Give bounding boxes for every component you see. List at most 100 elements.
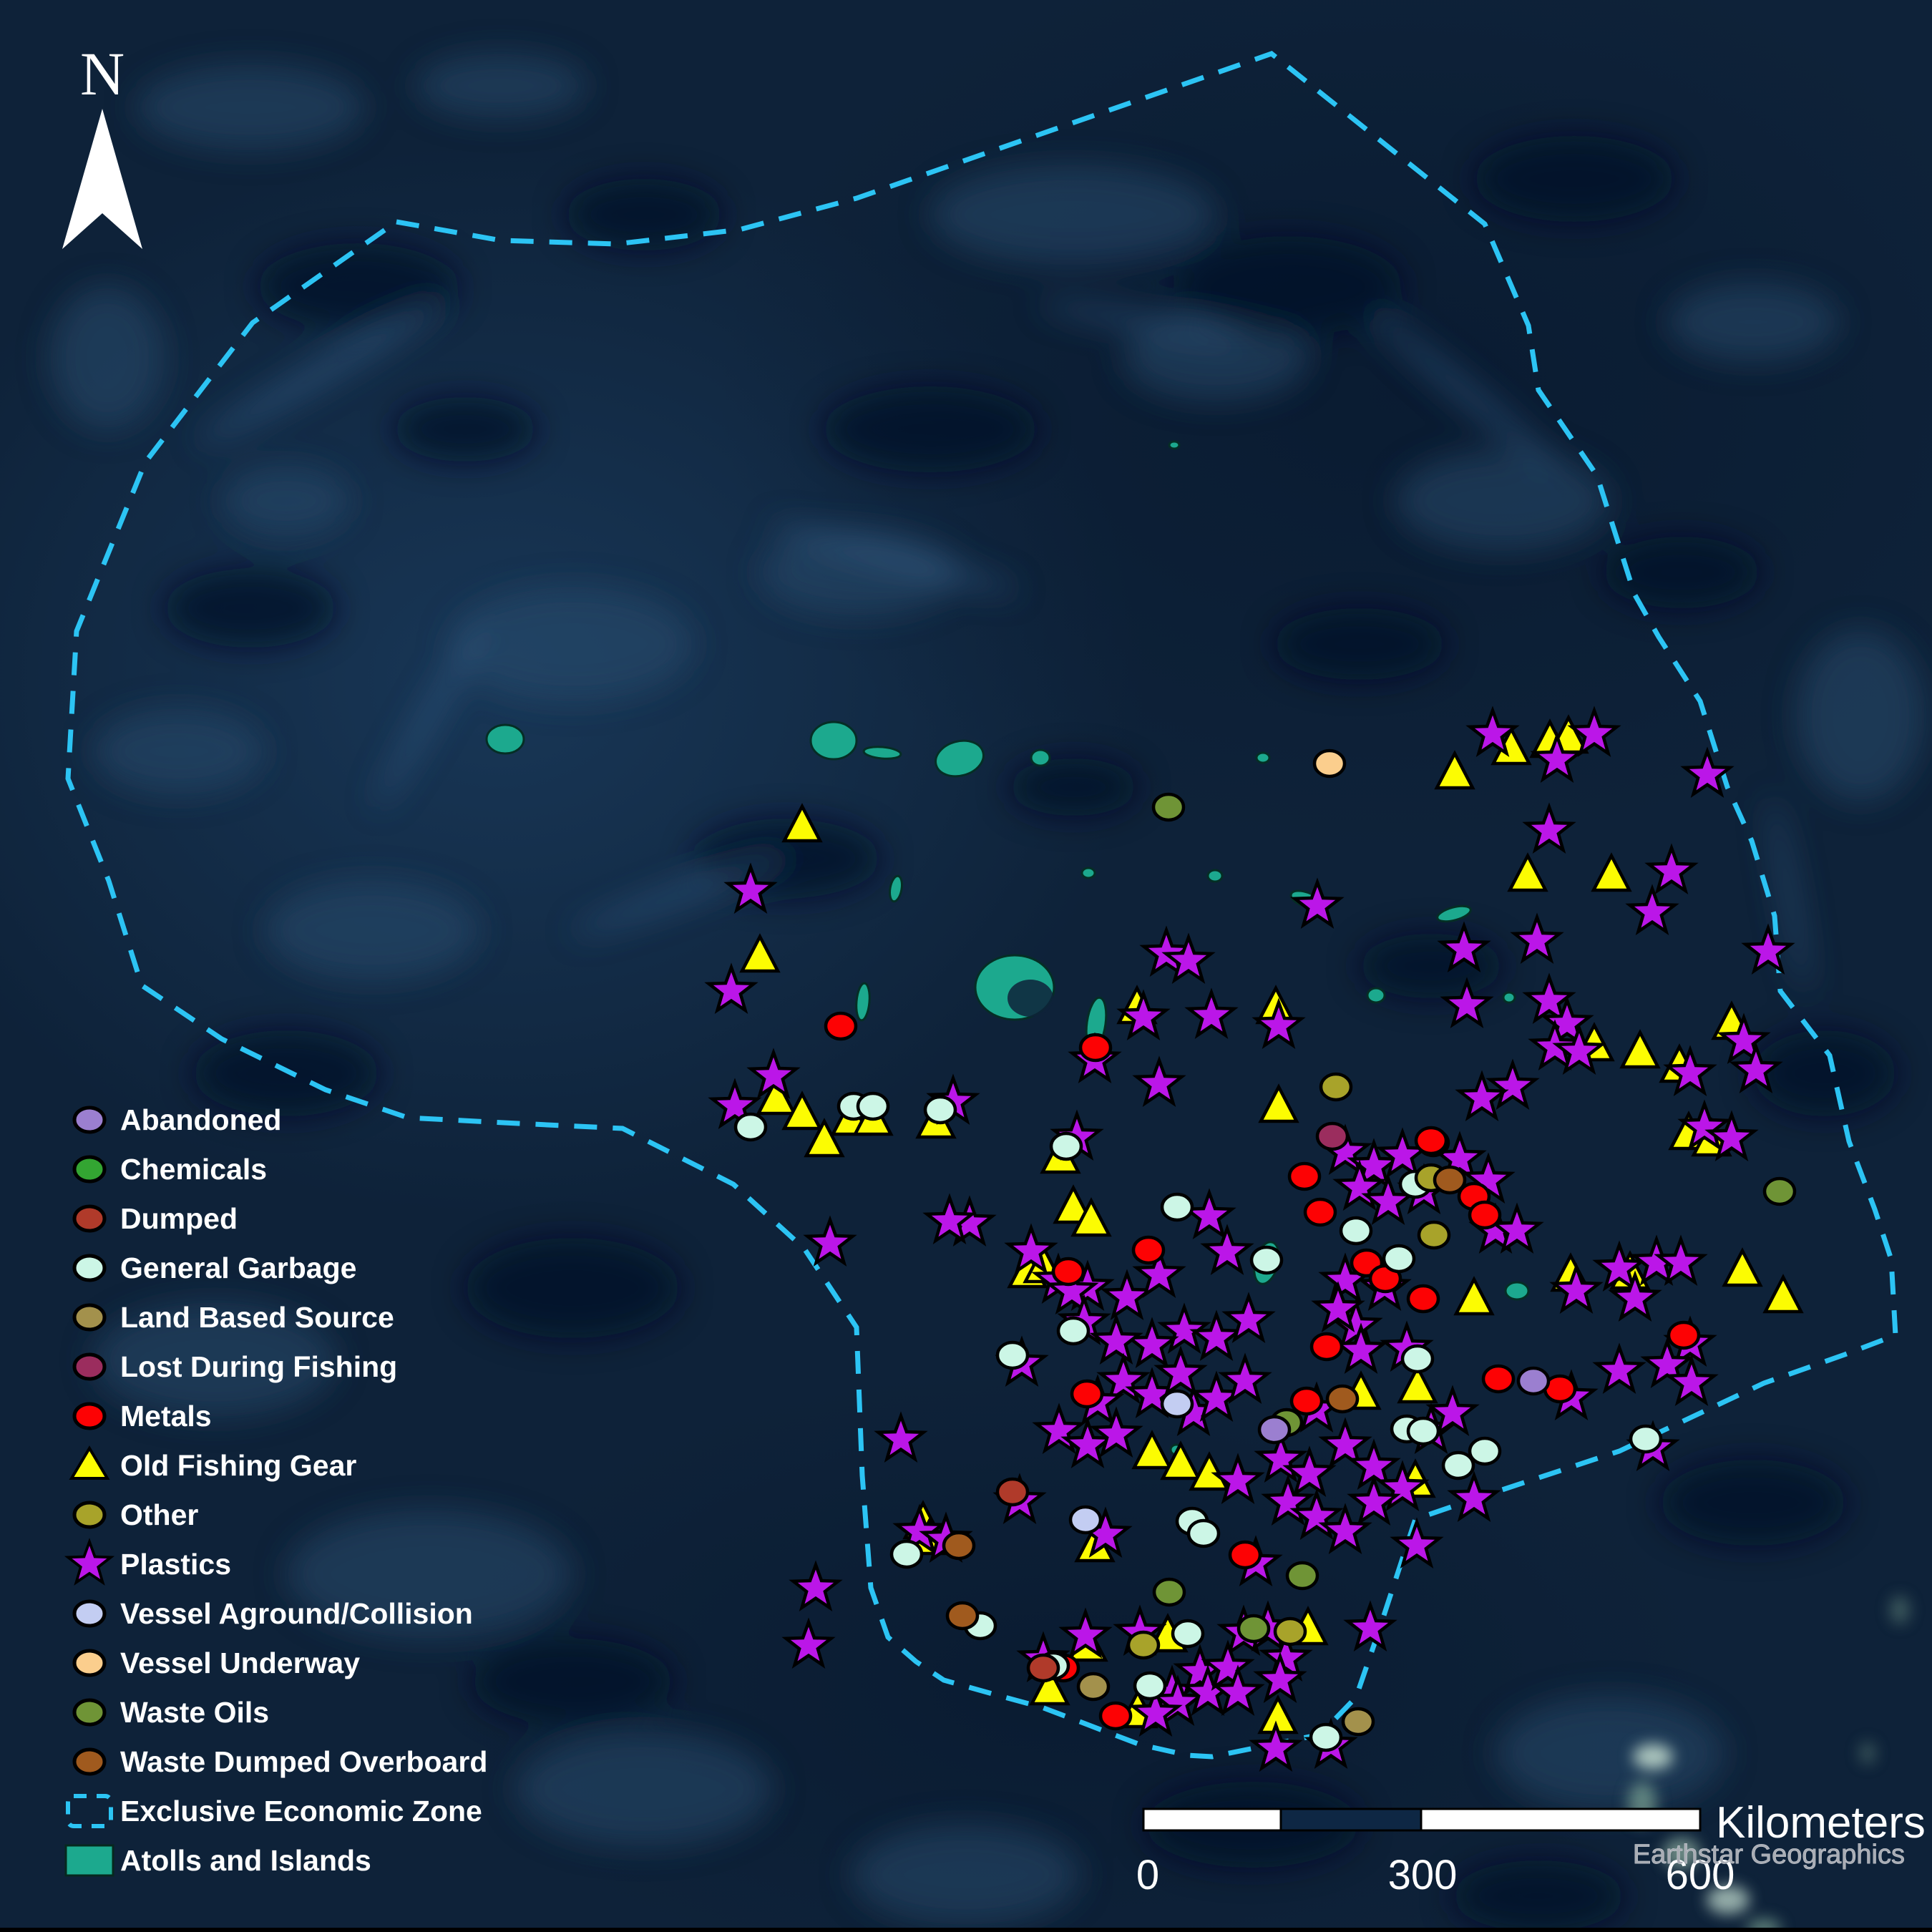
atoll-island bbox=[1206, 869, 1224, 883]
debris-marker-general-garbage[interactable] bbox=[1443, 1453, 1473, 1478]
legend-item-lost-during-fishing: Lost During Fishing bbox=[72, 1350, 397, 1383]
scale-bar: 0 300 600 Kilometers Earthstar Geographi… bbox=[1136, 1798, 1926, 1898]
debris-marker-abandoned[interactable] bbox=[1518, 1368, 1548, 1394]
debris-marker-vessel-aground-collision[interactable] bbox=[1162, 1391, 1192, 1417]
debris-marker-metals[interactable] bbox=[1053, 1259, 1083, 1284]
atoll-island bbox=[1168, 440, 1181, 450]
debris-marker-waste-dumped-overboard[interactable] bbox=[944, 1533, 974, 1558]
legend-item-old-fishing-gear: Old Fishing Gear bbox=[69, 1445, 356, 1482]
debris-marker-general-garbage[interactable] bbox=[1162, 1194, 1192, 1220]
debris-marker-metals[interactable] bbox=[1289, 1163, 1319, 1189]
legend-swatch-circle bbox=[72, 1698, 107, 1727]
debris-marker-other[interactable] bbox=[1128, 1632, 1158, 1658]
debris-marker-waste-oils[interactable] bbox=[1154, 1579, 1184, 1605]
debris-marker-abandoned[interactable] bbox=[1259, 1417, 1289, 1443]
legend-swatch-circle bbox=[72, 1501, 107, 1529]
debris-marker-general-garbage[interactable] bbox=[1189, 1521, 1219, 1546]
debris-marker-general-garbage[interactable] bbox=[892, 1541, 922, 1567]
debris-marker-metals[interactable] bbox=[1416, 1128, 1446, 1153]
debris-marker-general-garbage[interactable] bbox=[736, 1114, 766, 1140]
debris-marker-other[interactable] bbox=[1419, 1222, 1449, 1248]
north-arrow: N bbox=[62, 39, 142, 249]
debris-marker-land-based-source[interactable] bbox=[1078, 1674, 1108, 1699]
debris-marker-dumped[interactable] bbox=[997, 1479, 1028, 1505]
debris-marker-metals[interactable] bbox=[1483, 1366, 1513, 1392]
debris-marker-general-garbage[interactable] bbox=[1173, 1621, 1203, 1646]
debris-marker-general-garbage[interactable] bbox=[1341, 1218, 1371, 1244]
debris-marker-vessel-aground-collision[interactable] bbox=[1070, 1507, 1101, 1533]
debris-marker-other[interactable] bbox=[1321, 1074, 1351, 1100]
debris-marker-waste-oils[interactable] bbox=[1239, 1616, 1269, 1641]
debris-marker-metals[interactable] bbox=[1072, 1381, 1102, 1407]
legend-swatch-atolls bbox=[64, 1844, 114, 1877]
legend-item-label: Plastics bbox=[120, 1548, 231, 1581]
debris-marker-metals[interactable] bbox=[1080, 1035, 1111, 1060]
debris-marker-general-garbage[interactable] bbox=[997, 1342, 1028, 1368]
debris-marker-general-garbage[interactable] bbox=[925, 1097, 955, 1123]
debris-marker-land-based-source[interactable] bbox=[1343, 1709, 1373, 1735]
debris-marker-waste-oils[interactable] bbox=[1765, 1179, 1795, 1204]
legend-item-label: Chemicals bbox=[120, 1153, 267, 1186]
legend-item-land-based-source: Land Based Source bbox=[72, 1301, 394, 1334]
debris-marker-general-garbage[interactable] bbox=[858, 1093, 888, 1119]
debris-marker-dumped[interactable] bbox=[1028, 1655, 1058, 1681]
debris-marker-general-garbage[interactable] bbox=[1384, 1246, 1414, 1272]
legend-swatch-circle bbox=[72, 1155, 107, 1184]
debris-marker-metals[interactable] bbox=[1470, 1202, 1500, 1228]
debris-marker-lost-during-fishing[interactable] bbox=[1317, 1123, 1347, 1149]
debris-marker-general-garbage[interactable] bbox=[1058, 1318, 1088, 1344]
legend-item-label: General Garbage bbox=[120, 1252, 356, 1284]
debris-marker-metals[interactable] bbox=[1305, 1199, 1335, 1225]
debris-marker-general-garbage[interactable] bbox=[1408, 1418, 1438, 1444]
seafloor-texture bbox=[50, 54, 1925, 1932]
legend: Abandoned Chemicals Dumped General Garbage L… bbox=[64, 1103, 487, 1877]
debris-marker-general-garbage[interactable] bbox=[1470, 1438, 1500, 1464]
legend-item-chemicals: Chemicals bbox=[72, 1153, 267, 1186]
legend-swatch-circle bbox=[72, 1204, 107, 1233]
debris-marker-metals[interactable] bbox=[1133, 1237, 1163, 1263]
legend-swatch-circle bbox=[72, 1599, 107, 1628]
scale-segment bbox=[1420, 1807, 1702, 1832]
debris-marker-waste-dumped-overboard[interactable] bbox=[1327, 1386, 1357, 1412]
debris-marker-waste-oils[interactable] bbox=[1153, 794, 1184, 820]
legend-swatch-circle bbox=[72, 1352, 107, 1381]
debris-marker-waste-oils[interactable] bbox=[1287, 1563, 1317, 1589]
legend-swatch-triangle bbox=[69, 1445, 110, 1480]
debris-marker-general-garbage[interactable] bbox=[1631, 1426, 1661, 1452]
legend-item-label: Land Based Source bbox=[120, 1301, 394, 1334]
legend-item-metals: Metals bbox=[72, 1400, 212, 1433]
debris-marker-general-garbage[interactable] bbox=[1135, 1673, 1165, 1699]
legend-item-dumped: Dumped bbox=[72, 1202, 238, 1235]
debris-marker-waste-dumped-overboard[interactable] bbox=[947, 1603, 977, 1629]
debris-marker-metals[interactable] bbox=[826, 1013, 856, 1039]
debris-marker-metals[interactable] bbox=[1101, 1703, 1131, 1729]
debris-marker-general-garbage[interactable] bbox=[1311, 1724, 1341, 1750]
basemap-attribution: Earthstar Geographics bbox=[1633, 1840, 1905, 1870]
atoll-island bbox=[809, 721, 858, 761]
north-arrow-icon bbox=[62, 109, 142, 249]
debris-marker-metals[interactable] bbox=[1669, 1322, 1699, 1348]
debris-marker-metals[interactable] bbox=[1408, 1286, 1438, 1312]
debris-marker-vessel-underway[interactable] bbox=[1314, 751, 1345, 776]
debris-marker-metals[interactable] bbox=[1312, 1334, 1342, 1360]
debris-marker-general-garbage[interactable] bbox=[1051, 1133, 1081, 1159]
atoll-island bbox=[855, 982, 871, 1022]
atoll-island bbox=[1255, 751, 1271, 764]
debris-marker-other[interactable] bbox=[1275, 1619, 1305, 1644]
scale-unit: Kilometers bbox=[1716, 1798, 1926, 1848]
debris-marker-waste-dumped-overboard[interactable] bbox=[1435, 1167, 1465, 1193]
legend-item-label: Other bbox=[120, 1498, 198, 1531]
legend-item-exclusive-economic-zone: Exclusive Economic Zone bbox=[66, 1794, 482, 1828]
debris-marker-metals[interactable] bbox=[1230, 1542, 1260, 1568]
legend-item-waste-dumped-overboard: Waste Dumped Overboard bbox=[72, 1745, 487, 1778]
atoll-island bbox=[935, 739, 985, 778]
debris-marker-general-garbage[interactable] bbox=[1402, 1346, 1433, 1372]
legend-item-label: Lost During Fishing bbox=[120, 1350, 397, 1383]
debris-marker-metals[interactable] bbox=[1292, 1388, 1322, 1414]
outer-islands bbox=[1628, 1596, 1910, 1932]
debris-marker-general-garbage[interactable] bbox=[1252, 1247, 1282, 1273]
scale-segment bbox=[1142, 1807, 1282, 1832]
atoll-island bbox=[1080, 867, 1096, 879]
